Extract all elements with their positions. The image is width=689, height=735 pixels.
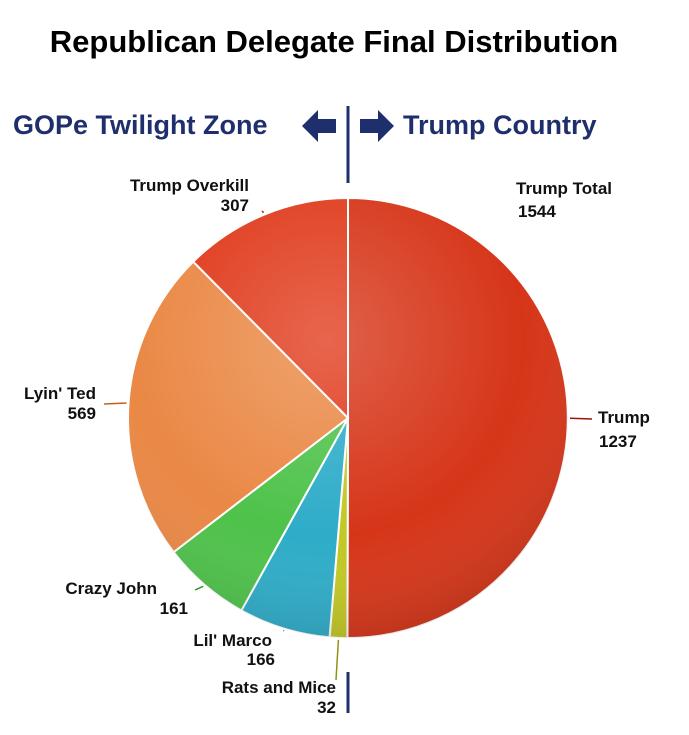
leader-line-lyin-ted [103, 402, 127, 405]
leader-line-crazy-john [194, 585, 204, 591]
slice-value-trump: 1237 [599, 432, 637, 451]
slice-value-lil-marco: 166 [247, 650, 275, 669]
leader-line-trump-overkill [261, 210, 265, 214]
trump-total-value: 1544 [518, 202, 556, 221]
leader-line-trump [569, 417, 593, 420]
slice-label-crazy-john: Crazy John [65, 579, 157, 598]
slice-value-rats-and-mice: 32 [317, 698, 336, 717]
slice-value-crazy-john: 161 [160, 599, 188, 618]
slice-label-trump-overkill: Trump Overkill [130, 176, 249, 195]
slice-label-trump: Trump [598, 408, 650, 427]
trump-total-name: Trump Total [516, 179, 612, 198]
slice-label-lyin-ted: Lyin' Ted [24, 384, 96, 403]
leader-line-rats-and-mice [335, 639, 340, 681]
leader-line-lil-marco [282, 629, 285, 632]
pie-slices [127, 196, 569, 640]
slice-label-rats-and-mice: Rats and Mice [222, 678, 336, 697]
arrow-left-icon [302, 110, 336, 142]
pie-slice-trump [346, 196, 569, 640]
slice-label-lil-marco: Lil' Marco [193, 631, 272, 650]
chart-title: Republican Delegate Final Distribution [50, 24, 618, 59]
arrow-right-icon [360, 110, 394, 142]
slice-value-lyin-ted: 569 [68, 404, 96, 423]
slice-value-trump-overkill: 307 [221, 196, 249, 215]
left-zone-label: GOPe Twilight Zone [13, 110, 268, 140]
right-zone-label: Trump Country [403, 110, 597, 140]
leader-lines [103, 210, 593, 681]
